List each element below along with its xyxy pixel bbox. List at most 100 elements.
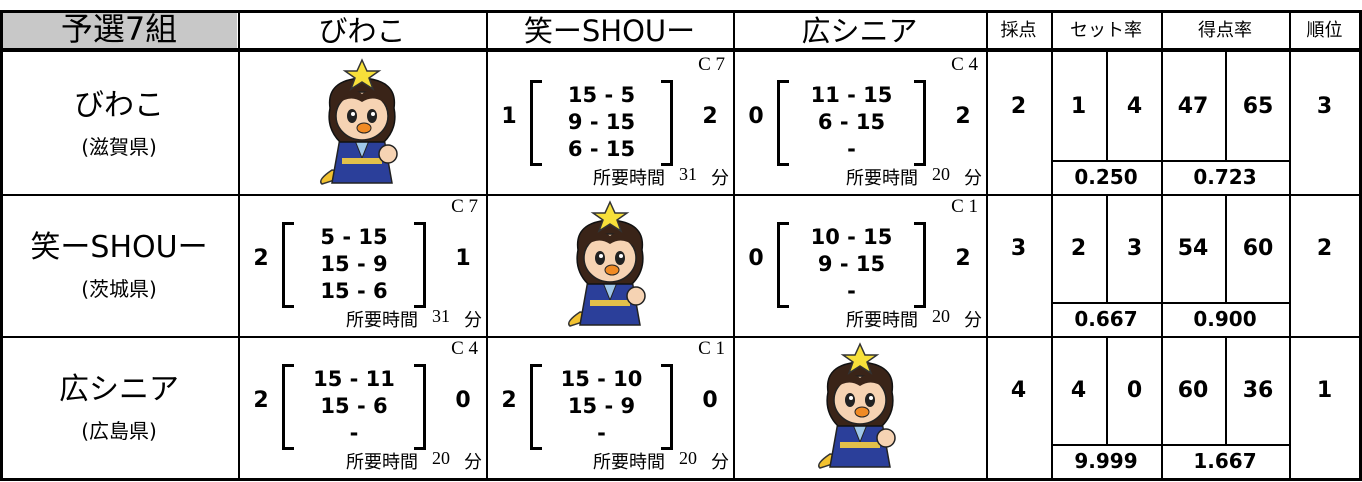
match-time-time-label: 所要時間 bbox=[593, 452, 665, 472]
grid-line bbox=[733, 10, 735, 481]
match-time-unit: 分 bbox=[711, 168, 729, 188]
team-name: 笑ーSHOUー bbox=[30, 230, 208, 265]
points-lost: 36 bbox=[1242, 377, 1274, 403]
grid-line bbox=[0, 194, 1360, 196]
column-header: 採点 bbox=[1000, 20, 1037, 41]
bracket-left bbox=[530, 364, 542, 450]
sets-left: 2 bbox=[253, 387, 269, 413]
sets-lost: 3 bbox=[1126, 235, 1143, 261]
rank: 1 bbox=[1316, 377, 1333, 403]
match-time: 所要時間 20 分 bbox=[593, 448, 729, 474]
bracket-left bbox=[282, 364, 294, 450]
match-time-time: 31 bbox=[432, 306, 450, 326]
grid-line bbox=[1051, 160, 1289, 162]
mascot bbox=[810, 342, 910, 472]
sets-left: 2 bbox=[501, 387, 517, 413]
sets-left: 0 bbox=[748, 103, 764, 129]
sets-won: 2 bbox=[1070, 235, 1087, 261]
sets-right: 2 bbox=[702, 103, 718, 129]
header-background bbox=[1, 10, 237, 48]
score: 3 bbox=[1010, 235, 1027, 261]
grid-line bbox=[1225, 194, 1227, 302]
sets-right: 0 bbox=[702, 387, 718, 413]
rank: 2 bbox=[1316, 235, 1333, 261]
sets-left: 0 bbox=[748, 245, 764, 271]
grid-line bbox=[238, 10, 240, 481]
set-score: - bbox=[847, 279, 856, 303]
match-time-unit: 分 bbox=[964, 310, 982, 330]
bracket-right bbox=[914, 80, 926, 166]
sets-right: 1 bbox=[455, 245, 471, 271]
grid-line bbox=[0, 10, 1360, 13]
bracket-left bbox=[777, 80, 789, 166]
match-time-time: 20 bbox=[932, 306, 950, 326]
court: C 4 bbox=[951, 54, 978, 75]
bracket-right bbox=[661, 364, 673, 450]
match-time-unit: 分 bbox=[464, 452, 482, 472]
grid-line bbox=[1289, 10, 1291, 481]
score: 2 bbox=[1010, 93, 1027, 119]
set-score: 15 - 11 bbox=[313, 367, 395, 391]
column-header: 得点率 bbox=[1198, 20, 1252, 41]
grid-line bbox=[1051, 10, 1053, 481]
match-time: 所要時間 31 分 bbox=[346, 306, 482, 332]
points-won: 54 bbox=[1177, 235, 1209, 261]
match-time: 所要時間 31 分 bbox=[593, 164, 729, 190]
mascot bbox=[312, 58, 412, 188]
bracket-right bbox=[661, 80, 673, 166]
team-header: 笑ーSHOUー bbox=[523, 14, 696, 48]
set-score: 15 - 9 bbox=[567, 394, 636, 418]
grid-line bbox=[0, 478, 1360, 481]
grid-line bbox=[1225, 336, 1227, 444]
sets-left: 2 bbox=[253, 245, 269, 271]
column-header: セット率 bbox=[1070, 20, 1142, 41]
sets-won: 1 bbox=[1070, 93, 1087, 119]
team-name: びわこ bbox=[74, 88, 164, 123]
grid-line bbox=[1106, 336, 1108, 444]
court: C 1 bbox=[698, 338, 725, 359]
set-score: - bbox=[597, 421, 606, 445]
set-score: 15 - 10 bbox=[560, 367, 643, 391]
sets-right: 0 bbox=[455, 387, 471, 413]
prefecture: (広島県) bbox=[81, 418, 157, 443]
set-score: 9 - 15 bbox=[567, 110, 636, 134]
match-time-time-label: 所要時間 bbox=[593, 168, 665, 188]
grid-line bbox=[1359, 10, 1362, 481]
match-time-time: 20 bbox=[432, 448, 450, 468]
points-won: 47 bbox=[1177, 93, 1209, 119]
set-score: 15 - 9 bbox=[320, 252, 388, 276]
points-won: 60 bbox=[1177, 377, 1209, 403]
grid-line bbox=[1161, 10, 1163, 481]
court: C 1 bbox=[951, 196, 978, 217]
set-score: - bbox=[847, 137, 856, 161]
sets-won: 4 bbox=[1070, 377, 1087, 403]
match-time-unit: 分 bbox=[464, 310, 482, 330]
rank: 3 bbox=[1316, 93, 1333, 119]
bracket-left bbox=[777, 222, 789, 308]
sets-lost: 4 bbox=[1126, 93, 1143, 119]
set-rate: 0.667 bbox=[1074, 307, 1138, 331]
sets-left: 1 bbox=[501, 103, 517, 129]
bracket-right bbox=[414, 364, 426, 450]
match-time-time-label: 所要時間 bbox=[346, 452, 418, 472]
group-title: 予選7組 bbox=[60, 10, 178, 48]
match-time-time-label: 所要時間 bbox=[846, 310, 918, 330]
match-time: 所要時間 20 分 bbox=[846, 164, 982, 190]
grid-line bbox=[0, 336, 1360, 338]
grid-line bbox=[1051, 302, 1289, 304]
set-score: 9 - 15 bbox=[817, 252, 886, 276]
sets-lost: 0 bbox=[1126, 377, 1143, 403]
team-header: びわこ bbox=[318, 14, 406, 48]
match-time: 所要時間 20 分 bbox=[346, 448, 482, 474]
set-rate: 0.250 bbox=[1074, 165, 1138, 189]
grid-line bbox=[0, 10, 3, 481]
match-time: 所要時間 20 分 bbox=[846, 306, 982, 332]
bracket-left bbox=[530, 80, 542, 166]
prefecture: (滋賀県) bbox=[81, 134, 157, 159]
set-rate: 9.999 bbox=[1074, 449, 1138, 473]
grid-line bbox=[986, 10, 988, 481]
mascot bbox=[560, 200, 660, 330]
grid-line bbox=[1106, 52, 1108, 160]
match-time-time: 20 bbox=[679, 448, 697, 468]
